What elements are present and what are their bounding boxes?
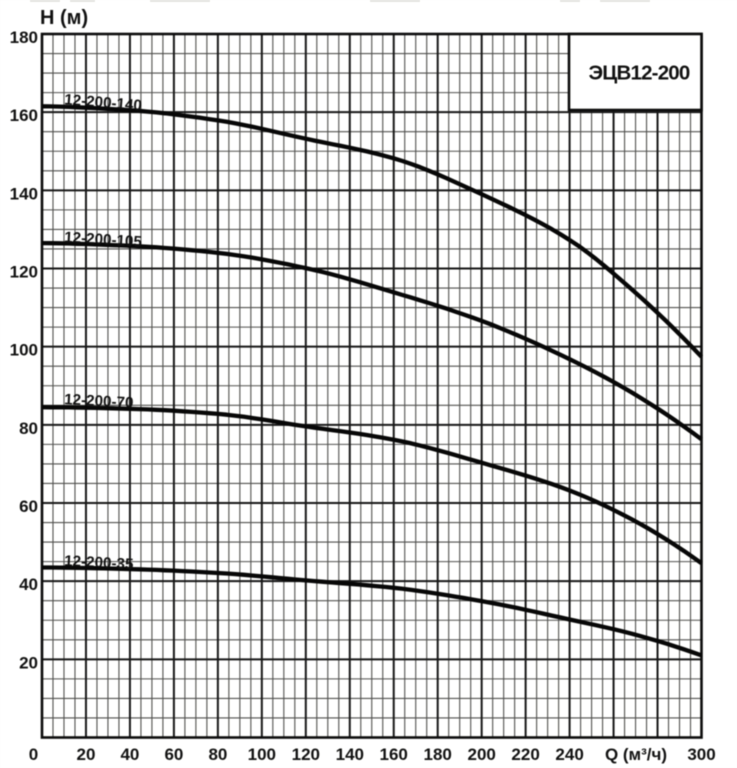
svg-text:180: 180 bbox=[10, 28, 38, 47]
svg-text:160: 160 bbox=[380, 745, 408, 764]
svg-text:120: 120 bbox=[10, 263, 38, 282]
svg-text:12-200-70: 12-200-70 bbox=[64, 391, 134, 412]
svg-text:12-200-105: 12-200-105 bbox=[64, 229, 143, 251]
svg-text:240: 240 bbox=[555, 745, 583, 764]
svg-text:220: 220 bbox=[511, 745, 539, 764]
svg-text:12-200-140: 12-200-140 bbox=[64, 91, 143, 114]
svg-text:80: 80 bbox=[19, 419, 38, 438]
svg-text:ЭЦВ12-200: ЭЦВ12-200 bbox=[589, 62, 690, 85]
svg-text:20: 20 bbox=[19, 653, 38, 672]
svg-text:80: 80 bbox=[208, 745, 227, 764]
svg-text:60: 60 bbox=[19, 497, 38, 516]
svg-text:120: 120 bbox=[292, 745, 320, 764]
svg-text:200: 200 bbox=[468, 745, 496, 764]
svg-text:100: 100 bbox=[10, 341, 38, 360]
svg-text:40: 40 bbox=[120, 745, 139, 764]
svg-text:40: 40 bbox=[19, 575, 38, 594]
svg-text:300: 300 bbox=[687, 745, 715, 764]
svg-text:100: 100 bbox=[248, 745, 276, 764]
svg-text:180: 180 bbox=[424, 745, 452, 764]
svg-text:Q (м³/ч): Q (м³/ч) bbox=[605, 745, 667, 764]
svg-text:60: 60 bbox=[164, 745, 183, 764]
svg-text:160: 160 bbox=[10, 106, 38, 125]
svg-text:20: 20 bbox=[77, 745, 96, 764]
svg-text:H (м): H (м) bbox=[40, 7, 88, 29]
svg-text:12-200-35: 12-200-35 bbox=[64, 553, 135, 574]
svg-text:0: 0 bbox=[29, 745, 38, 764]
svg-text:140: 140 bbox=[10, 184, 38, 203]
svg-text:140: 140 bbox=[336, 745, 364, 764]
